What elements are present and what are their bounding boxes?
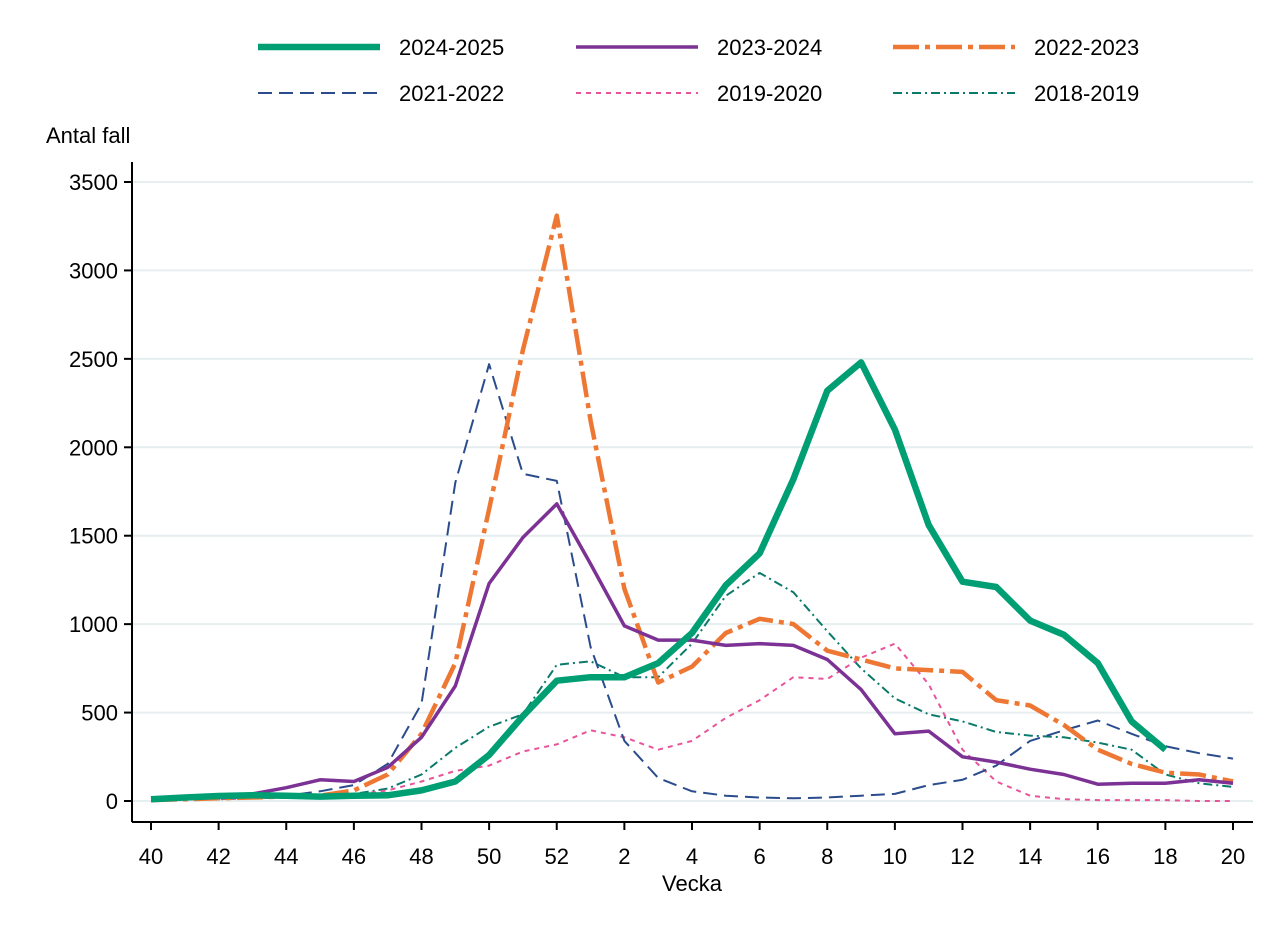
y-tick-label: 1000 <box>69 612 118 637</box>
y-tick-label: 3000 <box>69 258 118 283</box>
legend-label: 2018-2019 <box>1034 81 1139 106</box>
x-tick-label: 40 <box>139 844 163 869</box>
x-tick-label: 20 <box>1221 844 1245 869</box>
x-axis-title: Vecka <box>662 871 723 896</box>
series-line-2023-2024 <box>150 502 1234 801</box>
series-line-2018-2019 <box>150 571 1234 802</box>
y-axis-title: Antal fall <box>46 123 130 148</box>
y-tick-label: 2000 <box>69 435 118 460</box>
series-line-2024-2025 <box>150 359 1168 803</box>
legend-label: 2022-2023 <box>1034 35 1139 60</box>
series-lines <box>150 213 1234 803</box>
legend-label: 2019-2020 <box>717 81 822 106</box>
x-tick-label: 6 <box>754 844 766 869</box>
y-tick-label: 500 <box>81 701 118 726</box>
series-line-2021-2022 <box>150 363 1234 802</box>
legend-label: 2023-2024 <box>717 35 822 60</box>
x-tick-label: 4 <box>686 844 698 869</box>
x-tick-label: 46 <box>342 844 366 869</box>
legend: 2024-2025 2023-2024 2022-2023 2021-2022 2019… <box>258 35 1139 106</box>
x-tick-label: 16 <box>1086 844 1110 869</box>
gridlines <box>132 181 1253 802</box>
x-tick-label: 18 <box>1153 844 1177 869</box>
x-tick-label: 50 <box>477 844 501 869</box>
y-tick-label: 3500 <box>69 170 118 195</box>
x-tick-label: 10 <box>883 844 907 869</box>
x-tick-label: 2 <box>618 844 630 869</box>
y-tick-label: 1500 <box>69 524 118 549</box>
x-tick-label: 12 <box>950 844 974 869</box>
x-tick-label: 14 <box>1018 844 1042 869</box>
x-tick-label: 52 <box>545 844 569 869</box>
legend-label: 2021-2022 <box>399 81 504 106</box>
x-tick-label: 8 <box>821 844 833 869</box>
x-tick-label: 48 <box>409 844 433 869</box>
x-tick-label: 42 <box>206 844 230 869</box>
legend-label: 2024-2025 <box>399 35 504 60</box>
y-tick-label: 0 <box>106 789 118 814</box>
x-tick-label: 44 <box>274 844 298 869</box>
y-tick-label: 2500 <box>69 347 118 372</box>
